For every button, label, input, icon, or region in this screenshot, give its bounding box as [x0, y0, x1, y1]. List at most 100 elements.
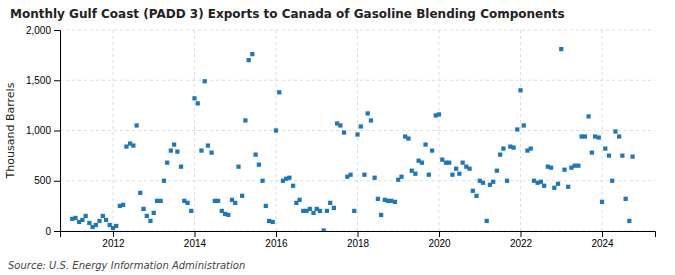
point	[552, 186, 556, 190]
point	[73, 216, 77, 220]
point	[457, 172, 461, 176]
point	[355, 132, 359, 136]
point	[121, 203, 125, 207]
tick-mark	[54, 181, 60, 182]
point	[145, 214, 149, 218]
point	[389, 199, 393, 203]
point	[410, 169, 414, 173]
tick: 2012	[102, 231, 125, 249]
axis-line	[54, 31, 61, 232]
axis-line	[61, 232, 656, 238]
point	[94, 223, 98, 227]
point	[369, 118, 373, 122]
point	[495, 169, 499, 173]
point	[274, 128, 278, 132]
point	[593, 134, 597, 138]
point	[362, 173, 366, 177]
point	[199, 148, 203, 152]
point	[287, 176, 291, 180]
point	[87, 221, 91, 225]
point	[454, 167, 458, 171]
point	[185, 201, 189, 205]
point	[196, 101, 200, 105]
tick: 2016	[265, 231, 288, 249]
point	[481, 181, 485, 185]
point	[406, 136, 410, 140]
point	[138, 191, 142, 195]
tick-mark	[602, 231, 603, 237]
tick: 1,500	[26, 75, 60, 86]
point	[420, 161, 424, 165]
point	[532, 179, 536, 183]
point	[342, 130, 346, 134]
point	[134, 123, 138, 127]
points	[70, 47, 635, 231]
grid-line	[60, 80, 655, 81]
point	[192, 96, 196, 100]
tick-mark	[276, 231, 277, 237]
point	[423, 142, 427, 146]
point	[131, 143, 135, 147]
point	[236, 165, 240, 169]
plot-area: 201220142016201820202022202405001,0001,5…	[26, 25, 656, 249]
point	[498, 152, 502, 156]
tick-label: 2016	[265, 238, 288, 249]
point	[583, 134, 587, 138]
x-axis: 2012201420162018202020222024	[61, 231, 656, 249]
point	[627, 219, 631, 223]
point	[501, 146, 505, 150]
title: Monthly Gulf Coast (PADD 3) Exports to C…	[10, 7, 565, 21]
point	[322, 228, 326, 231]
point	[338, 123, 342, 127]
grid-line	[60, 180, 655, 181]
tick-label: 2012	[102, 238, 125, 249]
point	[539, 180, 543, 184]
point	[250, 52, 254, 56]
tick-label: 2014	[184, 238, 207, 249]
point	[264, 204, 268, 208]
point	[430, 148, 434, 152]
grid-line	[60, 30, 655, 31]
tick: 0	[45, 226, 60, 237]
point	[206, 143, 210, 147]
point	[124, 144, 128, 148]
point	[562, 168, 566, 172]
point	[359, 124, 363, 128]
tick-mark	[54, 231, 60, 232]
y-axis-title: Thousand Barrels	[4, 82, 17, 179]
point	[101, 214, 105, 218]
tick-mark	[54, 131, 60, 132]
point	[169, 148, 173, 152]
point	[549, 166, 553, 170]
point	[617, 134, 621, 138]
point	[332, 206, 336, 210]
point	[440, 158, 444, 162]
point	[209, 150, 213, 154]
point	[311, 211, 315, 215]
point	[586, 114, 590, 118]
point	[253, 152, 257, 156]
tick: 2024	[591, 231, 614, 249]
point	[308, 207, 312, 211]
point	[607, 154, 611, 158]
point	[352, 209, 356, 213]
point	[566, 185, 570, 189]
point	[559, 47, 563, 51]
point	[247, 58, 251, 62]
tick: 2,000	[26, 25, 60, 36]
point	[84, 214, 88, 218]
point	[474, 194, 478, 198]
grid-line	[357, 30, 358, 231]
point	[97, 219, 101, 223]
point	[277, 90, 281, 94]
point	[620, 154, 624, 158]
tick: 2022	[510, 231, 533, 249]
tick-label: 1,000	[26, 125, 51, 136]
point	[233, 201, 237, 205]
point	[376, 197, 380, 201]
point	[175, 149, 179, 153]
tick-label: 2024	[591, 238, 614, 249]
point	[372, 176, 376, 180]
point	[600, 200, 604, 204]
tick-label: 2022	[510, 238, 533, 249]
